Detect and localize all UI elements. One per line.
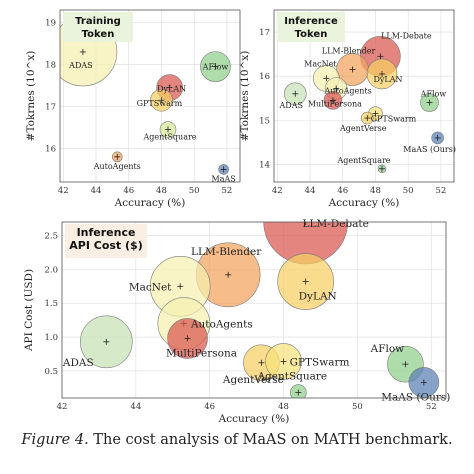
point-label: MaAS (Ours) [381, 391, 450, 403]
panel-title-line: Inference [77, 226, 136, 239]
y-axis-title: #Tokrnes (10^x) [25, 51, 37, 142]
point-label: ADAS [68, 61, 92, 70]
x-tick-label: 42 [57, 402, 68, 412]
x-tick-label: 52 [435, 186, 446, 196]
y-tick-label: 16 [259, 72, 270, 82]
point-label: MacNet [304, 59, 337, 68]
x-tick-label: 42 [272, 186, 283, 196]
x-tick-label: 48 [370, 186, 381, 196]
point-label: LLM-Debate [303, 218, 369, 230]
point-label: AgentSquare [256, 371, 327, 383]
y-axis-title: #Tokrnes (10^x) [239, 51, 251, 142]
chart-panel-2: LLM-Debate LLM-Blender DyLAN MacNet AutoAgen… [239, 9, 456, 209]
point-label: AgentVerse [339, 124, 387, 133]
x-tick-label: 44 [91, 186, 102, 196]
caption-label: Figure 4. [21, 432, 89, 448]
x-tick-label: 52 [426, 402, 437, 412]
caption-text: The cost analysis of MaAS on MATH benchm… [88, 432, 453, 448]
point-label: DyLAN [373, 75, 402, 84]
y-tick-label: 0.5 [44, 367, 58, 377]
point-label: AFlow [202, 63, 229, 72]
plot-frame [61, 221, 447, 399]
point-label: AutoAgents [190, 319, 253, 331]
x-tick-label: 50 [352, 402, 363, 412]
y-tick-label: 16 [45, 144, 56, 154]
y-tick-label: 1.5 [44, 299, 58, 309]
chart-panel-1: ADAS AFlow DyLAN GPTSwarm AgentSquare AutoAge… [25, 9, 241, 209]
x-axis-title: Accuracy (%) [328, 197, 400, 209]
point-label: AutoAgents [93, 162, 141, 171]
point-label: LLM-Debate [381, 31, 432, 40]
point-label: AFlow [370, 343, 405, 355]
point-label: MultiPersona [308, 99, 362, 108]
point-label: LLM-Blender [191, 246, 262, 258]
cost-analysis-figure: ADAS AFlow DyLAN GPTSwarm AgentSquare AutoAge… [23, 9, 456, 425]
x-tick-label: 50 [189, 186, 200, 196]
panel-title-box [63, 12, 133, 42]
point-label: MaAS [212, 174, 236, 183]
y-tick-label: 15 [259, 116, 270, 126]
point-label: ADAS [279, 101, 303, 110]
x-tick-label: 44 [305, 186, 316, 196]
plot-frame [273, 9, 455, 183]
point-label: AgentVerse [222, 374, 284, 386]
y-tick-label: 19 [45, 19, 56, 29]
bubble-layer [283, 36, 444, 174]
point-label: AgentSquare [142, 133, 196, 142]
y-tick-label: 14 [259, 160, 270, 170]
panel-title-box [65, 224, 147, 258]
panel-title-line: Inference [284, 16, 338, 27]
x-tick-label: 52 [221, 186, 232, 196]
x-tick-label: 46 [123, 186, 134, 196]
x-tick-label: 46 [204, 402, 215, 412]
x-tick-label: 42 [58, 186, 69, 196]
point-label: MultiPersona [166, 347, 237, 359]
point-label: LLM-Blender [322, 47, 376, 56]
point-label: AgentSquare [336, 156, 390, 165]
point-label: DyLAN [299, 291, 337, 303]
point-label: MaAS (Ours) [403, 145, 456, 154]
y-tick-label: 17 [259, 28, 270, 38]
y-tick-label: 18 [45, 61, 56, 71]
y-tick-label: 1.0 [44, 333, 58, 343]
x-tick-label: 48 [278, 402, 289, 412]
point-label: GPTSwarm [290, 356, 350, 368]
figure-caption: Figure 4. The cost analysis of MaAS on M… [0, 432, 474, 448]
y-tick-label: 17 [45, 102, 56, 112]
point-label: AutoAgents [324, 87, 372, 96]
panel-title-box [277, 12, 345, 42]
y-axis-title: API Cost (USD) [23, 269, 35, 352]
panel-title-line: Training [75, 16, 121, 27]
plot-frame [59, 9, 241, 183]
point-label: AFlow [420, 90, 447, 99]
x-axis-title: Accuracy (%) [218, 413, 290, 425]
chart-panel-3: LLM-Debate LLM-Blender DyLAN MacNet AutoAgen… [23, 218, 450, 425]
point-label: GPTSwarm [137, 99, 183, 108]
x-tick-label: 50 [403, 186, 414, 196]
point-label: MacNet [129, 281, 172, 293]
x-axis-title: Accuracy (%) [114, 197, 186, 209]
y-tick-label: 2.0 [44, 265, 58, 275]
panel-title-line: API Cost ($) [69, 239, 142, 252]
y-tick-label: 2.5 [44, 232, 58, 242]
point-label: DyLAN [157, 85, 186, 94]
point-label: ADAS [62, 357, 94, 369]
bubble-layer [80, 222, 440, 398]
point-label: GPTSwarm [371, 115, 417, 124]
panel-title-line: Token [82, 29, 115, 40]
panel-title-line: Token [295, 29, 328, 40]
x-tick-label: 46 [337, 186, 348, 196]
x-tick-label: 48 [156, 186, 167, 196]
x-tick-label: 44 [130, 402, 141, 412]
